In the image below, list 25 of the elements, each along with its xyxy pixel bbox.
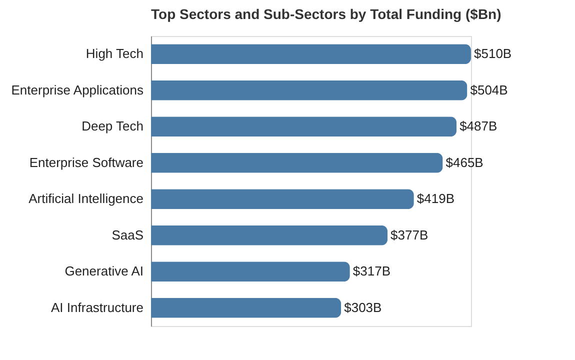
data-label: $303B [344,300,382,315]
y-tick-label: High Tech [86,46,144,62]
chart-title: Top Sectors and Sub-Sectors by Total Funding ($Bn) [151,6,502,22]
bar [151,44,471,64]
y-tick-label: Artificial Intelligence [28,191,144,206]
bar [151,152,443,173]
bar [151,116,457,137]
bar [151,80,468,100]
bar [151,225,388,246]
y-tick-label: Deep Tech [82,118,144,134]
y-tick-label: Enterprise Software [29,154,144,170]
y-tick-label: SaaS [112,227,144,242]
y-tick-label: Generative AI [64,264,144,279]
y-tick-label: Enterprise Applications [11,82,144,98]
bar [151,262,350,282]
data-label: $487B [460,118,498,134]
y-tick-label: AI Infrastructure [51,300,144,315]
bar [151,298,342,318]
data-label: $465B [446,154,484,170]
data-label: $510B [474,46,512,62]
data-label: $377B [390,227,428,242]
data-label: $419B [416,191,454,206]
bar [151,189,414,210]
data-label: $317B [352,264,390,279]
data-label: $504B [470,82,508,98]
